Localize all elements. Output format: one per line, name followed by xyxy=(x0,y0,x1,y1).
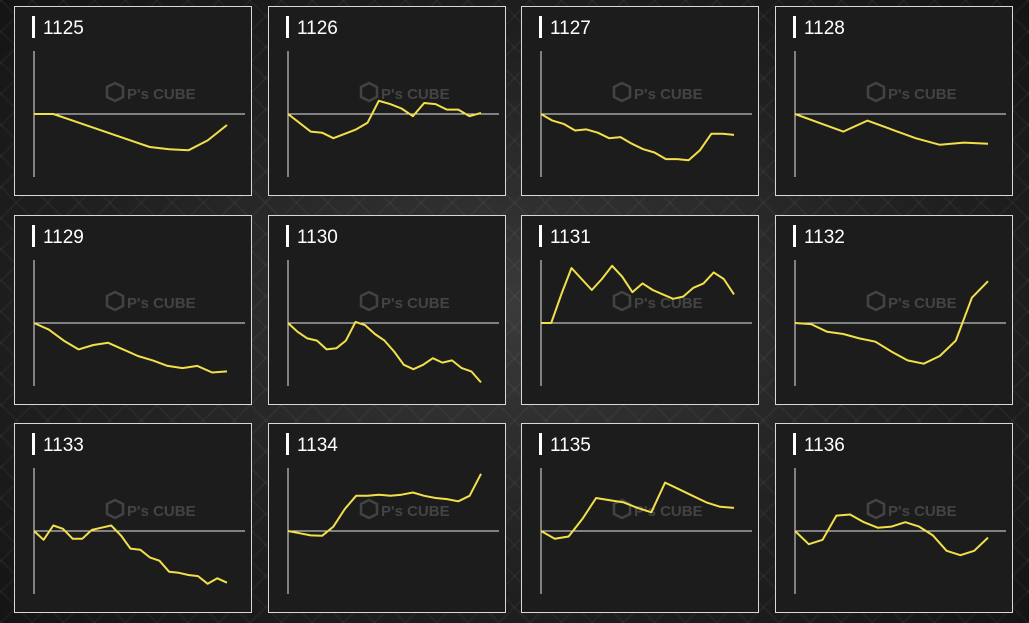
watermark-logo: P's CUBE xyxy=(359,498,450,520)
watermark-logo: P's CUBE xyxy=(866,290,957,312)
watermark-brand: P's CUBE xyxy=(127,503,196,520)
cube-icon xyxy=(612,81,632,103)
title-marker xyxy=(539,433,542,455)
cube-icon xyxy=(612,290,632,312)
chart-title: 1127 xyxy=(550,18,591,39)
series-line xyxy=(33,524,228,585)
chart-panel-1130[interactable]: 1130 P's CUBE xyxy=(268,215,506,405)
chart-title: 1128 xyxy=(804,18,845,39)
title-marker xyxy=(539,225,542,247)
chart-panel-1133[interactable]: 1133 P's CUBE xyxy=(14,423,252,613)
watermark-brand: P's CUBE xyxy=(127,86,196,103)
watermark-logo: P's CUBE xyxy=(105,81,196,103)
chart-panel-1126[interactable]: 1126 P's CUBE xyxy=(268,6,506,196)
title-marker xyxy=(32,433,35,455)
chart-panel-1129[interactable]: 1129 P's CUBE xyxy=(14,215,252,405)
line-chart: P's CUBE xyxy=(794,260,1006,386)
watermark-logo: P's CUBE xyxy=(612,498,703,520)
chart-title: 1133 xyxy=(43,435,84,456)
series-line xyxy=(794,113,989,146)
chart-title: 1130 xyxy=(297,227,338,248)
watermark-logo: P's CUBE xyxy=(359,81,450,103)
watermark-brand: P's CUBE xyxy=(888,295,957,312)
chart-panel-1136[interactable]: 1136 P's CUBE xyxy=(775,423,1013,613)
chart-panel-1127[interactable]: 1127 P's CUBE xyxy=(521,6,759,196)
watermark-brand: P's CUBE xyxy=(127,295,196,312)
watermark-brand: P's CUBE xyxy=(634,503,703,520)
line-chart: P's CUBE xyxy=(540,468,752,594)
watermark-logo: P's CUBE xyxy=(866,81,957,103)
chart-title: 1136 xyxy=(804,435,845,456)
watermark-logo: P's CUBE xyxy=(612,290,703,312)
cube-icon xyxy=(866,498,886,520)
watermark-brand: P's CUBE xyxy=(381,503,450,520)
line-chart: P's CUBE xyxy=(33,468,245,594)
watermark-brand: P's CUBE xyxy=(381,295,450,312)
title-marker xyxy=(539,16,542,38)
series-line xyxy=(287,473,482,537)
title-marker xyxy=(793,225,796,247)
chart-title: 1125 xyxy=(43,18,84,39)
watermark-logo: P's CUBE xyxy=(866,498,957,520)
watermark-brand: P's CUBE xyxy=(381,86,450,103)
chart-title: 1129 xyxy=(43,227,84,248)
line-chart: P's CUBE xyxy=(794,468,1006,594)
chart-panel-1132[interactable]: 1132 P's CUBE xyxy=(775,215,1013,405)
watermark-brand: P's CUBE xyxy=(634,86,703,103)
series-line xyxy=(33,322,228,374)
line-chart: P's CUBE xyxy=(287,51,499,177)
cube-icon xyxy=(359,290,379,312)
chart-panel-1135[interactable]: 1135 P's CUBE xyxy=(521,423,759,613)
watermark-brand: P's CUBE xyxy=(888,503,957,520)
line-chart: P's CUBE xyxy=(794,51,1006,177)
cube-icon xyxy=(866,81,886,103)
series-line xyxy=(540,481,735,540)
chart-title: 1126 xyxy=(297,18,338,39)
line-chart: P's CUBE xyxy=(540,51,752,177)
cube-icon xyxy=(105,498,125,520)
title-marker xyxy=(32,225,35,247)
series-line xyxy=(541,264,735,324)
cube-icon xyxy=(359,498,379,520)
chart-panel-1134[interactable]: 1134 P's CUBE xyxy=(268,423,506,613)
chart-panel-1128[interactable]: 1128 P's CUBE xyxy=(775,6,1013,196)
chart-panel-1125[interactable]: 1125 P's CUBE xyxy=(14,6,252,196)
series-line xyxy=(34,113,228,152)
title-marker xyxy=(32,16,35,38)
chart-title: 1135 xyxy=(550,435,591,456)
line-chart: P's CUBE xyxy=(287,468,499,594)
title-marker xyxy=(286,225,289,247)
cube-icon xyxy=(866,290,886,312)
cube-icon xyxy=(612,498,632,520)
cube-icon xyxy=(359,81,379,103)
watermark-brand: P's CUBE xyxy=(888,86,957,103)
watermark-logo: P's CUBE xyxy=(612,81,703,103)
cube-icon xyxy=(105,81,125,103)
watermark-brand: P's CUBE xyxy=(634,295,703,312)
title-marker xyxy=(286,433,289,455)
cube-icon xyxy=(105,290,125,312)
watermark-logo: P's CUBE xyxy=(105,498,196,520)
series-line xyxy=(794,280,989,365)
line-chart: P's CUBE xyxy=(33,51,245,177)
title-marker xyxy=(286,16,289,38)
title-marker xyxy=(793,16,796,38)
watermark-logo: P's CUBE xyxy=(359,290,450,312)
chart-title: 1132 xyxy=(804,227,845,248)
line-chart: P's CUBE xyxy=(33,260,245,386)
line-chart: P's CUBE xyxy=(540,260,752,386)
series-line xyxy=(540,113,735,162)
chart-title: 1134 xyxy=(297,435,338,456)
chart-title: 1131 xyxy=(550,227,591,248)
watermark-logo: P's CUBE xyxy=(105,290,196,312)
title-marker xyxy=(793,433,796,455)
line-chart: P's CUBE xyxy=(287,260,499,386)
series-line xyxy=(287,99,482,140)
series-line xyxy=(794,513,989,557)
chart-panel-1131[interactable]: 1131 P's CUBE xyxy=(521,215,759,405)
series-line xyxy=(287,320,482,384)
